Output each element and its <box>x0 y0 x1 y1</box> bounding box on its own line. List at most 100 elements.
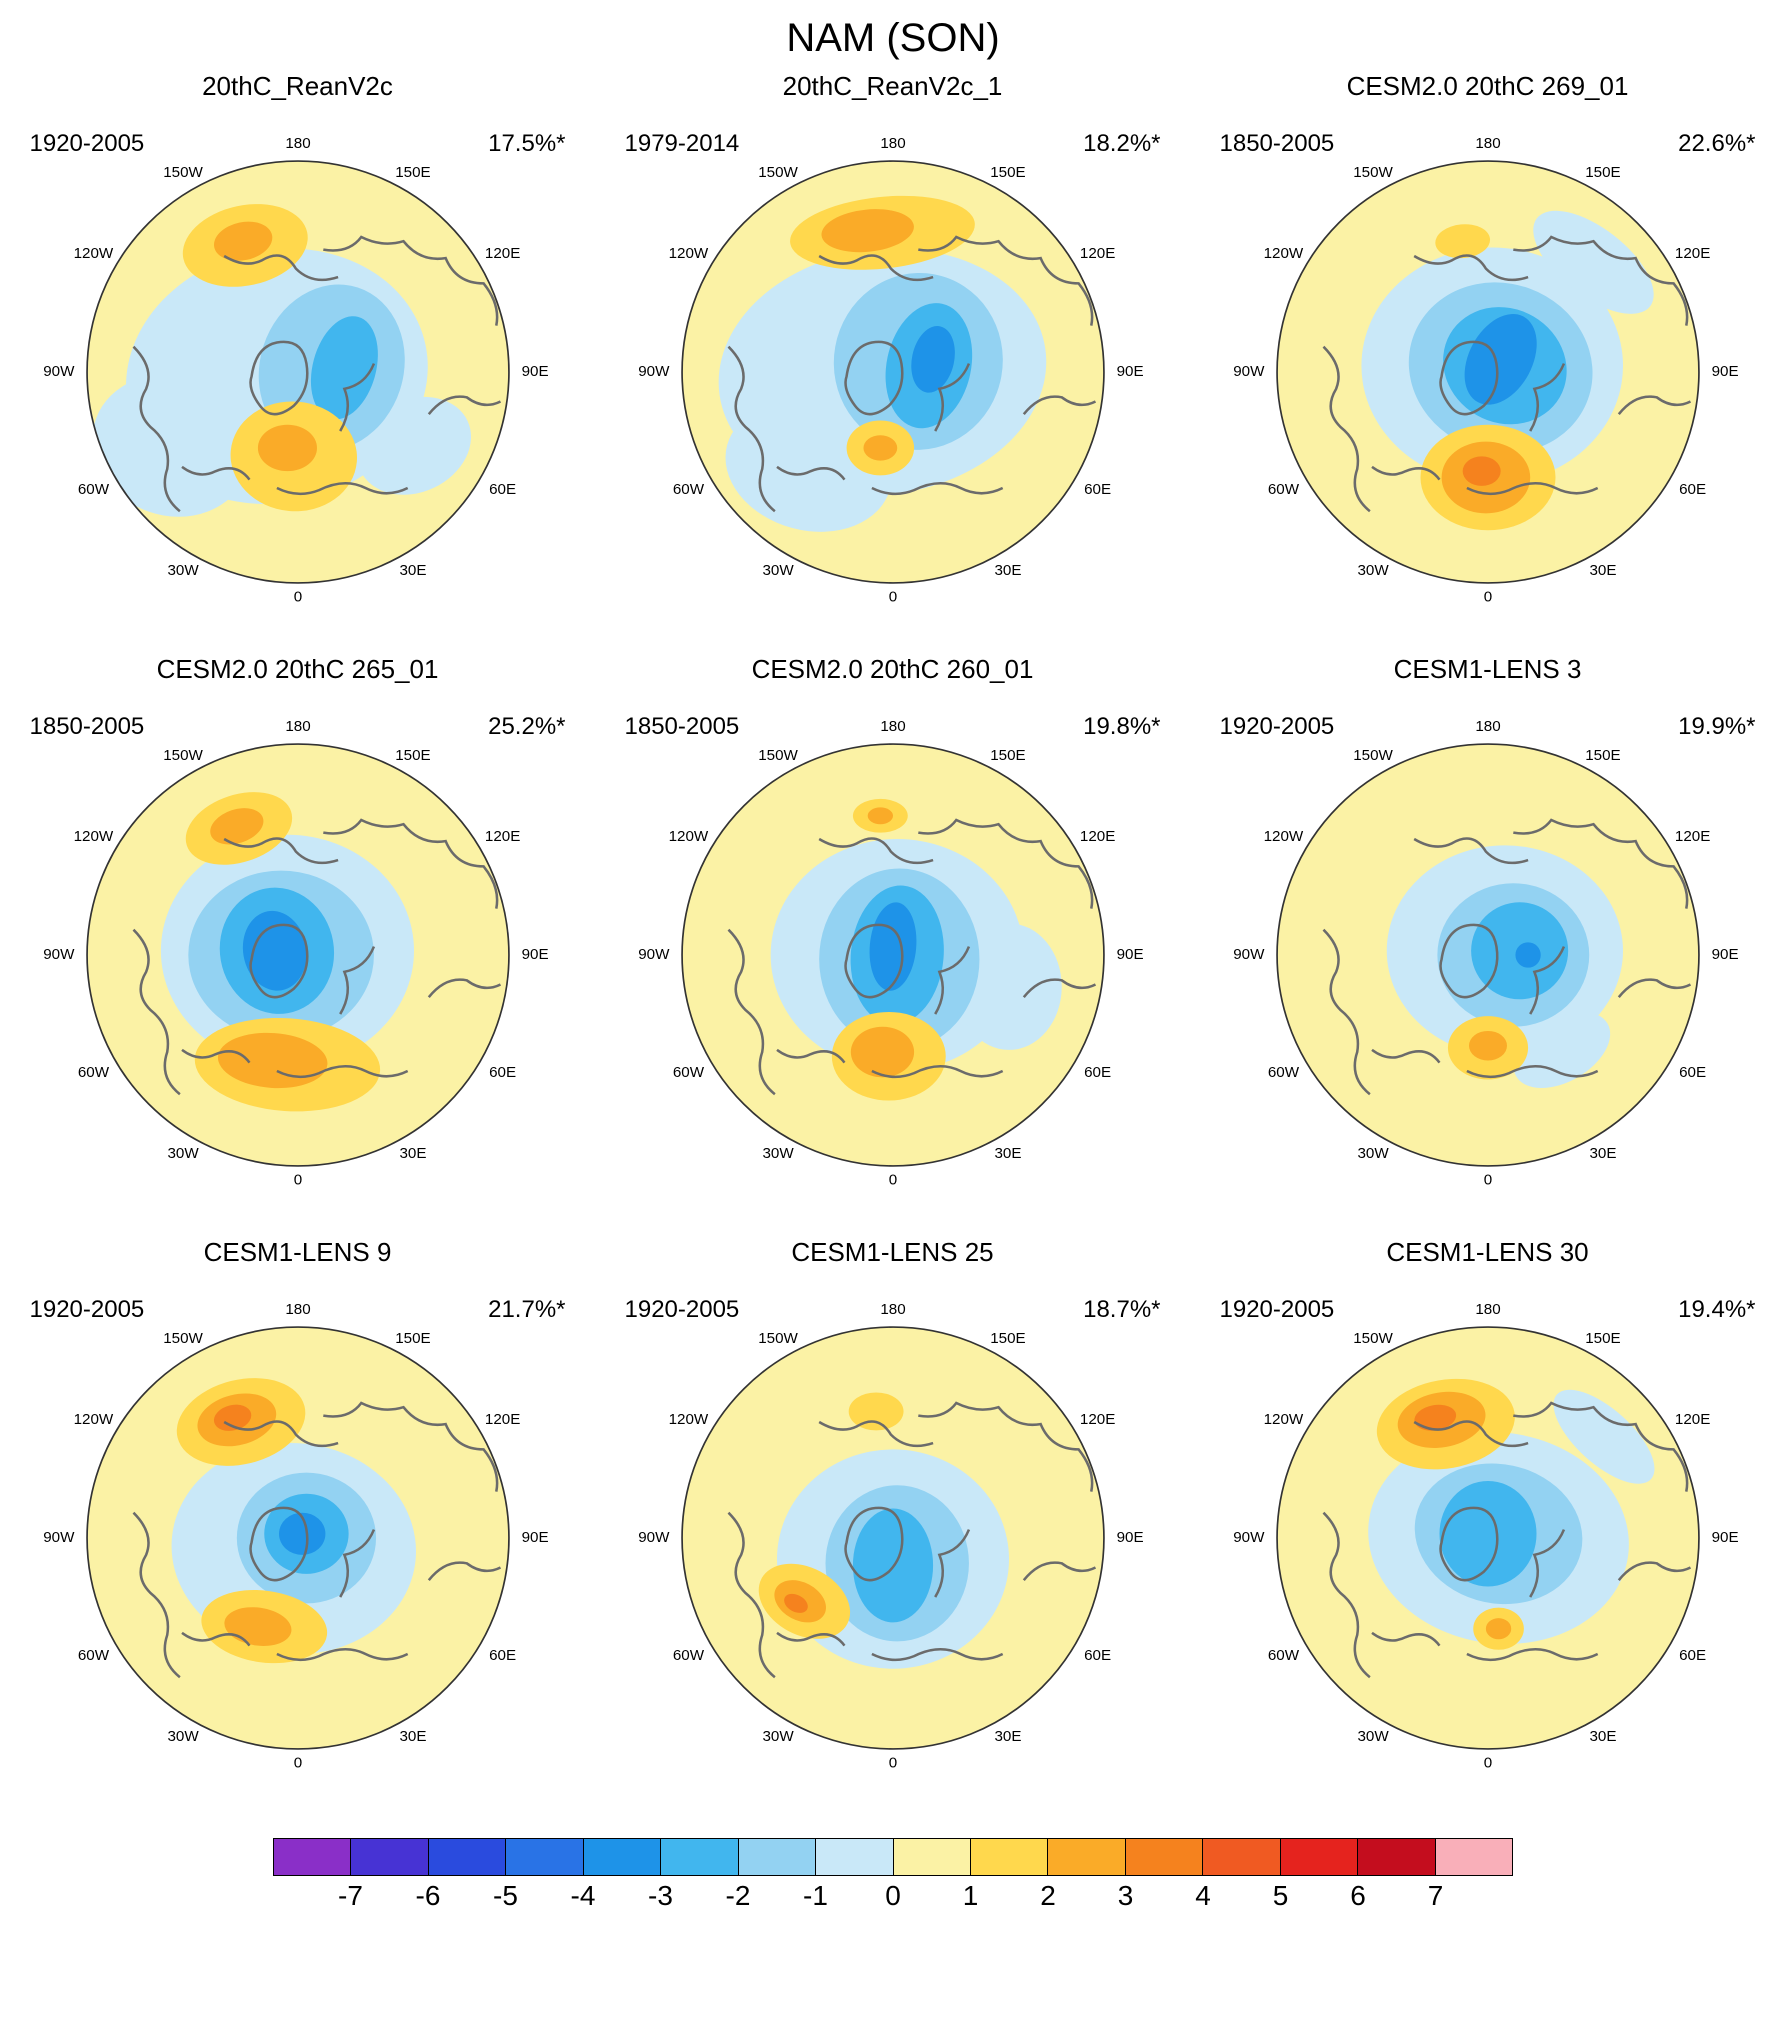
longitude-label: 30E <box>1589 1728 1616 1745</box>
longitude-label: 60W <box>1267 1064 1299 1081</box>
anomaly-region <box>955 923 1062 1050</box>
longitude-label: 90W <box>43 1529 75 1546</box>
longitude-label: 30W <box>762 562 794 579</box>
anomaly-region <box>257 424 317 472</box>
anomaly-region <box>1553 1389 1654 1484</box>
polar-map: 180 150E 120E 90E 60E 30E 0 30W 60W 90W 120W 150W <box>638 135 1143 606</box>
coastline <box>1322 1511 1371 1679</box>
colorbar-tick: -4 <box>570 1880 596 1911</box>
longitude-label: 60W <box>77 1064 109 1081</box>
polar-map: 180 150E 120E 90E 60E 30E 0 30W 60W 90W 120W 150W <box>1233 135 1738 606</box>
longitude-label: 30W <box>762 1145 794 1162</box>
longitude-label: 150W <box>758 747 798 764</box>
anomaly-region <box>242 910 307 991</box>
coastline <box>322 818 498 909</box>
coastline <box>917 818 1093 909</box>
panel-period: 1920-2005 <box>624 1296 740 1323</box>
longitude-label: 180 <box>1475 1301 1500 1318</box>
panel-title: 20thC_ReanV2c <box>202 71 393 101</box>
map-area: 1920-2005 19.4%* 180 150E 120E 90E 60E 30E 0 30… <box>1218 1268 1758 1808</box>
map-area: 1920-2005 18.7%* 180 150E 120E 90E 60E 30E 0 30… <box>623 1268 1163 1808</box>
longitude-label: 30W <box>1357 1145 1389 1162</box>
colorbar-tick: -6 <box>415 1880 441 1911</box>
panel-variance: 19.8%* <box>1083 713 1161 740</box>
longitude-label: 60E <box>1084 1647 1111 1664</box>
longitude-label: 0 <box>1483 589 1491 606</box>
map-area: 1920-2005 21.7%* 180 150E 120E 90E 60E 30E 0 30… <box>28 1268 568 1808</box>
anomaly-region <box>848 1392 904 1431</box>
colorbar-tick: 3 <box>1117 1880 1134 1911</box>
longitude-label: 120E <box>1079 1411 1114 1428</box>
coastline <box>818 837 933 865</box>
coastline <box>1413 837 1528 865</box>
longitude-label: 180 <box>285 718 310 735</box>
colorbar-tick: -5 <box>493 1880 518 1911</box>
panel-period: 1920-2005 <box>1219 713 1335 740</box>
coastline <box>775 1631 845 1647</box>
longitude-label: 30W <box>167 1145 199 1162</box>
colorbar-tick: 6 <box>1350 1880 1366 1911</box>
panel-variance: 18.7%* <box>1083 1296 1161 1323</box>
longitude-label: 150W <box>163 747 203 764</box>
map-panel: 20thC_ReanV2c 1920-2005 17.5%* 180 150E 12… <box>0 69 595 642</box>
longitude-label: 60E <box>1084 1064 1111 1081</box>
longitude-label: 90E <box>1116 363 1143 380</box>
colorbar-tick: 2 <box>1040 1880 1056 1911</box>
colorbar-cell <box>1202 1839 1280 1875</box>
coastline <box>727 928 776 1096</box>
longitude-label: 150W <box>758 1330 798 1347</box>
coastline <box>1370 1048 1440 1064</box>
longitude-label: 150E <box>395 747 430 764</box>
polar-map: 180 150E 120E 90E 60E 30E 0 30W 60W 90W 120W 150W <box>1233 718 1738 1189</box>
coastline <box>843 340 903 416</box>
longitude-label: 150E <box>990 164 1025 181</box>
longitude-label: 30W <box>167 562 199 579</box>
coastline <box>275 1065 408 1079</box>
map-boundary <box>680 160 1105 584</box>
coastline <box>843 923 903 999</box>
coastline <box>132 345 181 513</box>
longitude-label: 150E <box>1585 164 1620 181</box>
coastline <box>917 1401 1093 1492</box>
map-area: 1850-2005 22.6%* 180 150E 120E 90E 60E 30E 0 30… <box>1218 102 1758 642</box>
coastline <box>843 1506 903 1582</box>
longitude-label: 60W <box>77 481 109 498</box>
longitude-label: 0 <box>888 1755 896 1772</box>
colorbar-cell <box>582 1839 661 1875</box>
coastline <box>1617 978 1691 998</box>
longitude-label: 30W <box>1357 1728 1389 1745</box>
longitude-label: 120W <box>668 245 708 262</box>
longitude-label: 30W <box>762 1728 794 1745</box>
coastline <box>275 1648 408 1662</box>
coastline <box>1528 1529 1565 1598</box>
colorbar-cell <box>1047 1839 1125 1875</box>
longitude-label: 90W <box>638 946 670 963</box>
longitude-label: 60E <box>1679 1647 1706 1664</box>
coastline <box>933 363 970 432</box>
colorbar-cell <box>505 1839 583 1875</box>
longitude-label: 180 <box>1475 718 1500 735</box>
coastline <box>1528 363 1565 432</box>
coastline <box>180 1631 250 1647</box>
colorbar-cell <box>660 1839 738 1875</box>
longitude-label: 90E <box>521 946 548 963</box>
polar-map: 180 150E 120E 90E 60E 30E 0 30W 60W 90W 120W 150W <box>1233 1301 1738 1772</box>
coastline <box>132 928 181 1096</box>
anomaly-region <box>310 316 378 420</box>
coastline <box>427 395 501 415</box>
longitude-label: 90W <box>1233 363 1265 380</box>
coastline <box>1413 254 1528 282</box>
coastline <box>180 1048 250 1064</box>
coastline <box>1512 235 1688 326</box>
longitude-label: 180 <box>880 718 905 735</box>
map-boundary <box>680 1326 1105 1750</box>
panel-title: CESM2.0 20thC 269_01 <box>1346 71 1629 101</box>
coastline <box>1322 345 1371 513</box>
map-panel: CESM1-LENS 30 1920-2005 19.4%* 180 150E 12… <box>1190 1235 1785 1808</box>
longitude-label: 150W <box>758 164 798 181</box>
colorbar-cell <box>969 1839 1048 1875</box>
coastline <box>1465 482 1598 496</box>
map-area: 1920-2005 17.5%* 180 150E 120E 90E 60E 30E 0 30… <box>28 102 568 642</box>
panel-variance: 25.2%* <box>488 713 566 740</box>
colorbar-cell <box>1279 1839 1358 1875</box>
